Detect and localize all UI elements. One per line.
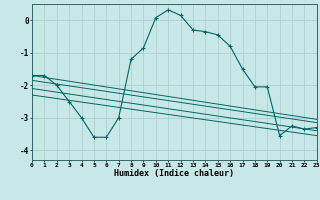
X-axis label: Humidex (Indice chaleur): Humidex (Indice chaleur) <box>115 169 234 178</box>
